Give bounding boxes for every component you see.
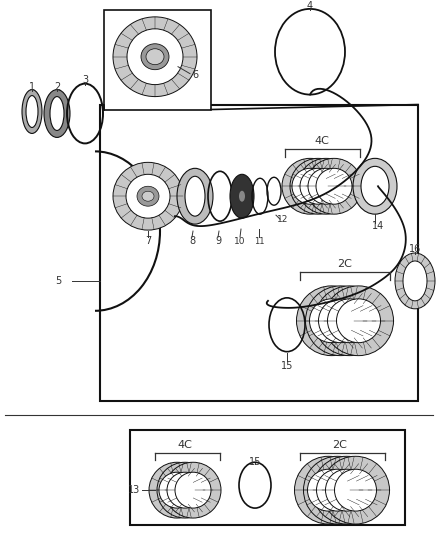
- Ellipse shape: [316, 168, 352, 204]
- Ellipse shape: [317, 469, 358, 511]
- Ellipse shape: [141, 44, 169, 70]
- Ellipse shape: [157, 462, 213, 518]
- Ellipse shape: [403, 261, 427, 301]
- Text: 13: 13: [128, 485, 140, 495]
- Text: 6: 6: [192, 70, 198, 79]
- Text: 7: 7: [145, 236, 151, 246]
- Ellipse shape: [307, 469, 350, 511]
- Ellipse shape: [361, 166, 389, 206]
- Ellipse shape: [165, 462, 221, 518]
- Ellipse shape: [312, 456, 381, 524]
- Text: 10: 10: [234, 237, 246, 246]
- Ellipse shape: [300, 168, 336, 204]
- Ellipse shape: [335, 469, 377, 511]
- Ellipse shape: [239, 191, 245, 201]
- Ellipse shape: [113, 17, 197, 96]
- Text: 5: 5: [55, 276, 61, 286]
- Ellipse shape: [230, 174, 254, 218]
- Ellipse shape: [127, 29, 183, 85]
- Ellipse shape: [306, 158, 362, 214]
- Ellipse shape: [149, 462, 205, 518]
- Ellipse shape: [44, 90, 70, 138]
- Ellipse shape: [305, 286, 375, 356]
- Ellipse shape: [318, 299, 363, 343]
- Ellipse shape: [336, 299, 381, 343]
- Bar: [104, 10, 211, 109]
- Bar: [130, 430, 405, 525]
- Text: 11: 11: [254, 237, 264, 246]
- Ellipse shape: [177, 168, 213, 224]
- Ellipse shape: [308, 168, 344, 204]
- Text: 4C: 4C: [177, 440, 192, 450]
- Text: 16: 16: [409, 244, 421, 254]
- Ellipse shape: [395, 253, 435, 309]
- Text: 2C: 2C: [332, 440, 347, 450]
- Ellipse shape: [26, 95, 38, 127]
- Ellipse shape: [297, 286, 367, 356]
- Text: 14: 14: [372, 221, 384, 231]
- Ellipse shape: [304, 456, 371, 524]
- Ellipse shape: [50, 96, 64, 131]
- Text: 3: 3: [82, 75, 88, 85]
- Ellipse shape: [175, 472, 211, 508]
- Text: 4: 4: [307, 1, 313, 11]
- Text: 12: 12: [277, 215, 289, 224]
- Ellipse shape: [325, 469, 367, 511]
- Ellipse shape: [292, 168, 328, 204]
- Text: 1: 1: [29, 82, 35, 92]
- Ellipse shape: [328, 299, 371, 343]
- Ellipse shape: [137, 186, 159, 206]
- Ellipse shape: [324, 286, 393, 356]
- Ellipse shape: [353, 158, 397, 214]
- Ellipse shape: [159, 472, 195, 508]
- Text: 15: 15: [249, 457, 261, 467]
- Ellipse shape: [142, 191, 154, 201]
- Text: 4C: 4C: [314, 136, 329, 147]
- Ellipse shape: [290, 158, 346, 214]
- Bar: [100, 104, 418, 401]
- Text: 2C: 2C: [338, 259, 353, 269]
- Ellipse shape: [167, 472, 203, 508]
- Ellipse shape: [282, 158, 338, 214]
- Ellipse shape: [314, 286, 385, 356]
- Text: 15: 15: [281, 361, 293, 370]
- Text: 8: 8: [189, 236, 195, 246]
- Ellipse shape: [294, 456, 363, 524]
- Ellipse shape: [321, 456, 389, 524]
- Text: 2: 2: [54, 82, 60, 92]
- Ellipse shape: [126, 174, 170, 218]
- Text: 9: 9: [215, 236, 221, 246]
- Ellipse shape: [185, 176, 205, 216]
- Ellipse shape: [146, 49, 164, 64]
- Ellipse shape: [113, 163, 183, 230]
- Ellipse shape: [298, 158, 354, 214]
- Ellipse shape: [310, 299, 353, 343]
- Ellipse shape: [22, 90, 42, 133]
